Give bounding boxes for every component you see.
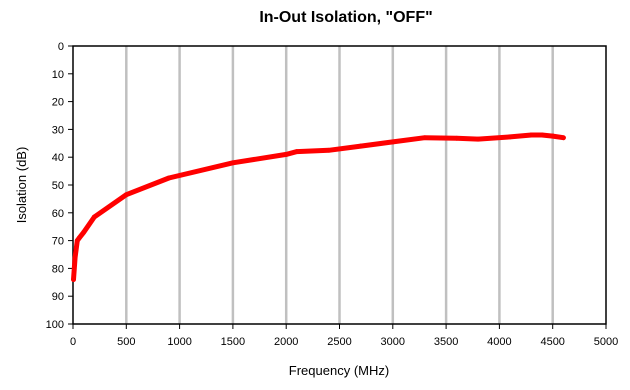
- x-tick-label: 2500: [327, 336, 351, 348]
- x-tick-label: 0: [70, 336, 76, 348]
- y-tick-label: 90: [52, 291, 64, 303]
- data-point: [507, 134, 513, 140]
- x-axis-label: Frequency (MHz): [289, 363, 389, 378]
- data-point: [91, 214, 97, 220]
- x-tick-label: 1000: [167, 336, 191, 348]
- data-point: [326, 147, 332, 153]
- data-point: [358, 143, 364, 149]
- y-tick-label: 80: [52, 263, 64, 275]
- data-point: [454, 135, 460, 141]
- y-tick-label: 70: [52, 236, 64, 248]
- series-layer: [71, 132, 566, 282]
- x-tick-label: 4000: [487, 336, 511, 348]
- x-tick-label: 500: [117, 336, 135, 348]
- data-point: [166, 175, 172, 181]
- data-point: [422, 135, 428, 141]
- data-point: [71, 277, 76, 282]
- data-point: [550, 133, 556, 139]
- x-tick-label: 1500: [221, 336, 245, 348]
- y-tick-label: 40: [52, 152, 64, 164]
- y-tick-label: 50: [52, 180, 64, 192]
- x-tick-label: 5000: [594, 336, 618, 348]
- series-line-0: [71, 132, 566, 282]
- y-tick-label: 10: [52, 69, 64, 81]
- x-tick-label: 3500: [434, 336, 458, 348]
- data-point: [283, 152, 289, 157]
- y-tick-label: 0: [58, 41, 64, 53]
- x-tick-label: 4500: [540, 336, 564, 348]
- y-tick-label: 20: [52, 97, 64, 109]
- data-point: [294, 149, 300, 155]
- data-point: [475, 136, 481, 142]
- data-point: [72, 254, 78, 260]
- data-point: [528, 132, 534, 138]
- x-tick-label: 3000: [381, 336, 405, 348]
- x-tick-label: 2000: [274, 336, 298, 348]
- ticks-layer: 0 500 1000 1500 2000 2500 3000 3500 4000 4500 5000…: [46, 41, 619, 348]
- y-axis-label: Isolation (dB): [14, 147, 29, 224]
- data-point: [560, 135, 566, 141]
- y-tick-label: 60: [52, 208, 64, 220]
- data-point: [539, 132, 545, 138]
- data-point: [81, 229, 87, 235]
- data-point: [390, 139, 396, 145]
- data-point: [76, 235, 82, 241]
- data-point: [123, 192, 129, 198]
- y-tick-label: 30: [52, 124, 64, 136]
- data-point: [230, 160, 236, 166]
- grid-layer: [125, 46, 554, 324]
- chart-title: In-Out Isolation, "OFF": [259, 9, 432, 26]
- y-tick-label: 100: [46, 319, 64, 331]
